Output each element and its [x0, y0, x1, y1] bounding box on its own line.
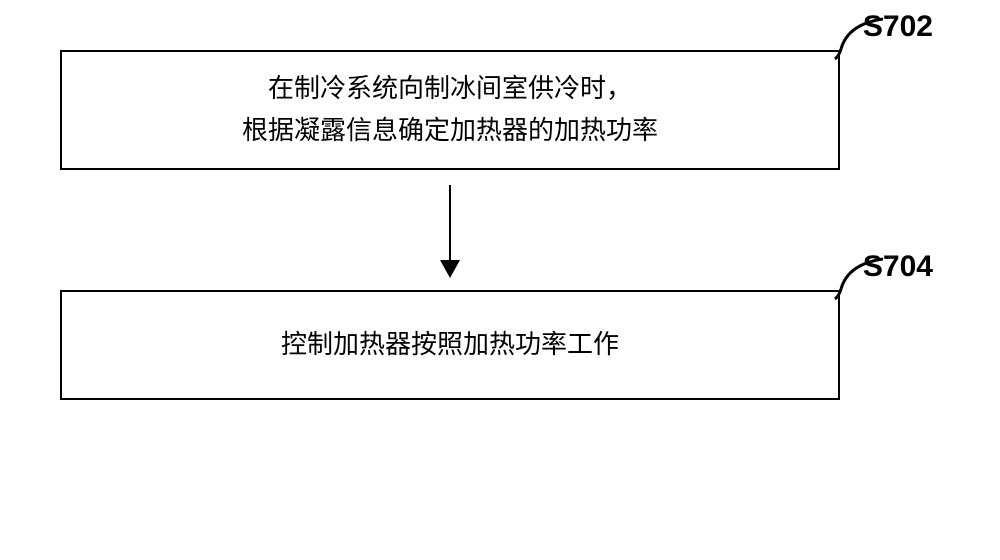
step-2-text: 控制加热器按照加热功率工作 [281, 324, 619, 366]
step-1-line-2: 根据凝露信息确定加热器的加热功率 [242, 115, 658, 145]
flowchart-step-1: 在制冷系统向制冰间室供冷时， 根据凝露信息确定加热器的加热功率 S702 [60, 50, 840, 170]
step-1-line-1: 在制冷系统向制冰间室供冷时， [268, 73, 632, 103]
connector-curve-1 [833, 14, 893, 64]
connector-curve-2 [833, 254, 893, 304]
step-1-text: 在制冷系统向制冰间室供冷时， 根据凝露信息确定加热器的加热功率 [242, 68, 658, 151]
flowchart-step-2: 控制加热器按照加热功率工作 S704 [60, 290, 840, 400]
arrow-head-icon [440, 260, 460, 278]
flowchart-arrow [60, 170, 840, 290]
step-2-line-1: 控制加热器按照加热功率工作 [281, 329, 619, 359]
flowchart-container: 在制冷系统向制冰间室供冷时， 根据凝露信息确定加热器的加热功率 S702 控制加… [60, 50, 940, 400]
